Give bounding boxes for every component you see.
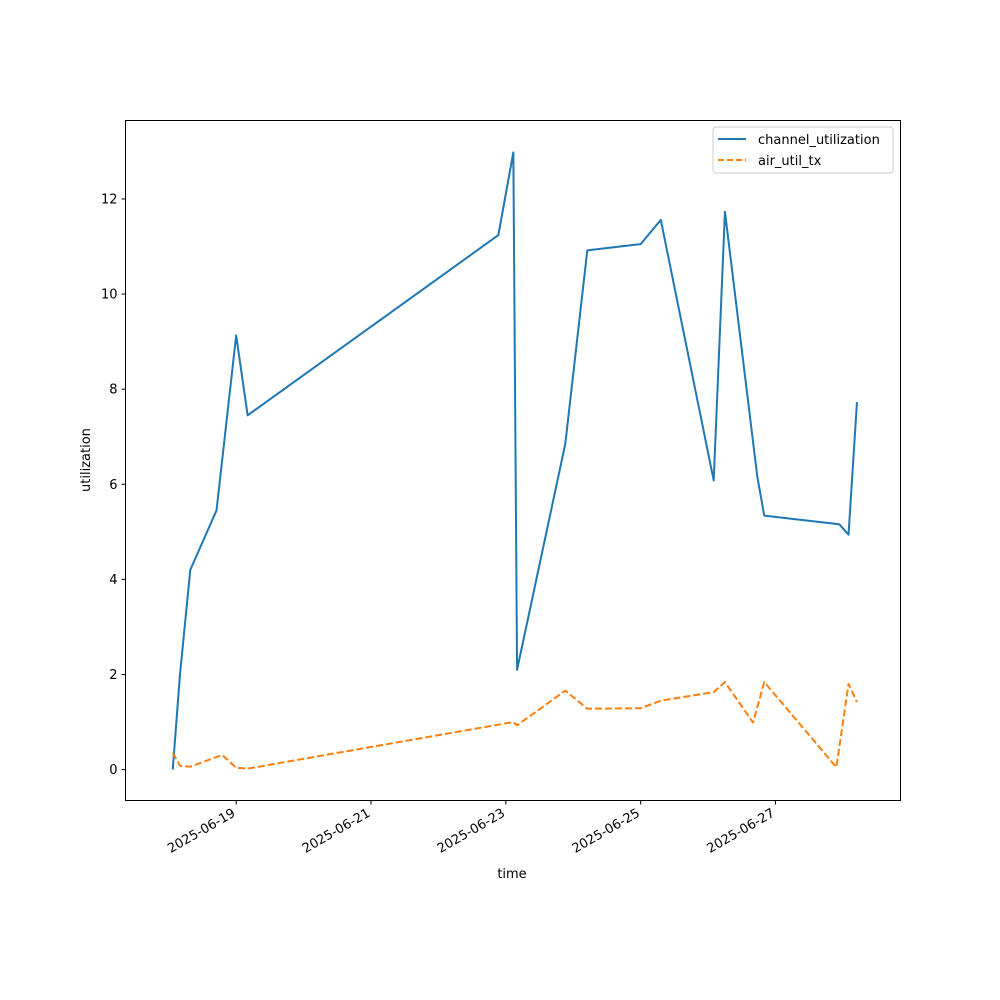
y-tick-label: 6 [109,478,117,493]
series-layer [171,151,858,770]
y-tick-label: 4 [109,573,117,588]
plot-frame [125,120,901,801]
y-tick-label: 2 [109,668,117,683]
y-axis: 0 2 4 6 8 10 12 [101,192,126,778]
y-axis-label: utilization [79,428,94,492]
y-tick-label: 8 [109,383,117,398]
legend-box [712,126,894,174]
x-axis-label: time [497,867,526,882]
y-tick-label: 0 [109,763,117,778]
series-line-channel-utilization [171,151,858,770]
legend: channel_utilization air_util_tx [712,126,894,174]
legend-label-air-util-tx: air_util_tx [758,154,822,169]
y-tick-label: 12 [101,192,118,207]
legend-label-channel-utilization: channel_utilization [758,133,880,148]
y-tick-label: 10 [101,288,118,303]
